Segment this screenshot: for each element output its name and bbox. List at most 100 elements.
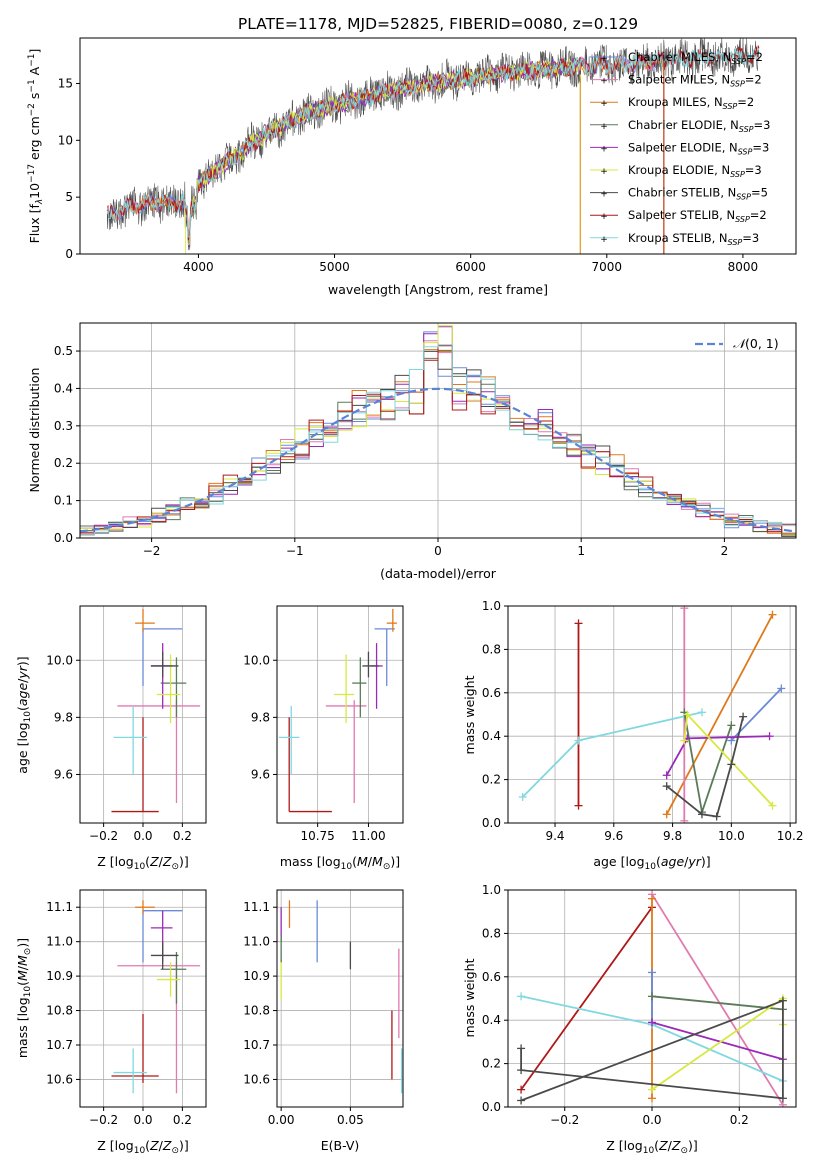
p5-xtick-label: 9.6	[604, 829, 623, 843]
weight-line	[520, 906, 653, 1091]
legend-name: Kroupa ELODIE, N	[628, 163, 730, 177]
legend-label: Chabrier STELIB, NSSP=5	[628, 186, 768, 202]
legend-marker: +	[600, 235, 608, 245]
legend-label: Kroupa STELIB, NSSP=3	[628, 231, 759, 247]
residual-ytick-label: 0.1	[54, 494, 73, 508]
legend-count: =2	[746, 50, 763, 64]
legend-label: Kroupa ELODIE, NSSP=3	[628, 163, 762, 179]
spectrum-panel: 4000 5000 6000 7000 8000 0 5 10 15 wavelength [A…	[27, 37, 797, 297]
weight-line	[651, 893, 784, 1106]
legend-normal-label: 𝒩(0, 1)	[733, 336, 779, 351]
spectrum-line	[106, 38, 760, 251]
p5-xtick-label: 10.0	[718, 829, 745, 843]
p5-marks	[518, 606, 786, 823]
residual-axes-frame	[79, 322, 797, 539]
weight-line	[665, 735, 770, 776]
spectrum-xtick-label: 4000	[183, 260, 214, 274]
figure-title: PLATE=1178, MJD=52825, FIBERID=0080, z=0…	[238, 15, 638, 33]
p4-xtick-label: 10.75	[300, 829, 334, 843]
p8-grid: −0.2 0.0 0.2 0.0 0.2 0.4 0.6 0.8 1.0	[482, 883, 796, 1127]
p8-xtick-label: 0.0	[642, 1113, 661, 1127]
legend-count: =3	[745, 163, 762, 177]
p8-xtick-label: −0.2	[550, 1113, 579, 1127]
p8-ytick-label: 0.2	[482, 1057, 501, 1071]
legend-label: Salpeter STELIB, NSSP=2	[628, 208, 767, 224]
spectrum-ytick-label: 0	[65, 247, 73, 261]
p8-frame	[507, 889, 797, 1108]
p5-xtick-label: 9.4	[545, 829, 564, 843]
legend-sub: SSP	[723, 102, 738, 111]
p5-y-axis-label: mass weight	[462, 675, 477, 754]
spectrum-axes-frame	[79, 37, 797, 255]
legend-marker: +	[600, 99, 608, 109]
spectrum-lines	[106, 38, 760, 254]
p8-y-axis-label: mass weight	[462, 958, 477, 1037]
p3-marks	[111, 608, 201, 813]
p7-frame	[276, 889, 404, 1108]
spectrum-y-axis-label: Flux [fλ10−17 erg cm−2 s−1 A−1]	[27, 49, 45, 244]
p3-frame	[79, 605, 207, 824]
legend-count: =2	[737, 95, 754, 109]
mass-vs-Z-panel: −0.2 0.0 0.2 10.6 10.7 10.8 10.9 11.0 11.1	[46, 889, 207, 1127]
p7-xtick-label: 0.05	[337, 1113, 364, 1127]
p7-marks	[280, 900, 403, 1094]
age-vs-Z-panel: −0.2 0.0 0.2 9.6 9.8 10.0	[46, 605, 207, 843]
spectrum-ytick-label: 15	[58, 76, 73, 90]
p6-frame	[79, 889, 207, 1108]
p8-ytick-label: 0.4	[482, 1013, 501, 1027]
legend-sub: SSP	[731, 57, 746, 66]
spectrum-xtick-label: 8000	[728, 260, 759, 274]
p3-xtick-label: −0.2	[89, 829, 118, 843]
p5-ytick-label: 0.2	[482, 773, 501, 787]
age-vs-mass-panel: 10.75 11.00 9.6 9.8 10.0	[243, 605, 404, 843]
weight-line	[651, 995, 783, 1011]
residual-xtick-label: 0	[434, 544, 442, 558]
p8-x-axis-label: Z [log10(Z/Z⊙)]	[606, 1138, 698, 1156]
p4-marks	[279, 608, 397, 813]
legend-name: Chabrier MILES, N	[628, 50, 731, 64]
residual-legend: 𝒩(0, 1)	[695, 336, 779, 351]
p8-marks	[517, 890, 787, 1107]
legend-sub: SSP	[730, 80, 745, 89]
p6-xtick-label: 0.0	[133, 1113, 152, 1127]
p6-grid: −0.2 0.0 0.2 10.6 10.7 10.8 10.9 11.0 11.1	[46, 890, 206, 1127]
spectrum-line	[106, 47, 760, 238]
p4-ytick-label: 10.0	[243, 653, 270, 667]
residual-ytick-label: 0.3	[54, 419, 73, 433]
spectrum-xtick-label: 6000	[455, 260, 486, 274]
p5-ytick-label: 0.4	[482, 729, 501, 743]
weight-vs-Z-panel: −0.2 0.0 0.2 0.0 0.2 0.4 0.6 0.8 1.0	[482, 883, 797, 1127]
p4-frame	[276, 605, 404, 824]
legend-marker: +	[600, 167, 608, 177]
spectrum-ytick-label: 10	[58, 133, 73, 147]
p3-x-axis-label: Z [log10(Z/Z⊙)]	[97, 854, 189, 872]
legend-sub: SSP	[735, 215, 750, 224]
residual-y-axis-label: Normed distribution	[27, 368, 42, 493]
p6-xtick-label: 0.2	[173, 1113, 192, 1127]
p5-xtick-label: 10.2	[777, 829, 804, 843]
residual-ytick-label: 0.2	[54, 456, 73, 470]
legend-sub: SSP	[739, 125, 754, 134]
p7-ytick-label: 11.1	[243, 900, 270, 914]
spectrum-xtick-label: 5000	[319, 260, 350, 274]
p5-ytick-label: 0.6	[482, 686, 501, 700]
residual-panel: −2 −1 0 1 2 0.0 0.1 0.2 0.3 0.4 0.5 (data-model)/e…	[27, 322, 797, 581]
legend-name: Chabrier STELIB, N	[628, 186, 736, 200]
p5-x-axis-label: age [log10(age/yr)]	[593, 854, 710, 872]
legend-sub: SSP	[736, 193, 751, 202]
legend-marker: +	[600, 122, 608, 132]
legend-name: Kroupa STELIB, N	[628, 231, 728, 245]
normal-curve	[80, 387, 796, 533]
p7-xtick-label: 0.00	[268, 1113, 295, 1127]
legend-name: Chabrier ELODIE, N	[628, 118, 739, 132]
spectrum-xtick-label: 7000	[592, 260, 623, 274]
spectrum-x-axis-label: wavelength [Angstrom, rest frame]	[328, 282, 548, 297]
p6-x-axis-label: Z [log10(Z/Z⊙)]	[97, 1138, 189, 1156]
p5-ytick-label: 0.8	[482, 642, 501, 656]
residual-xtick-label: 2	[721, 544, 729, 558]
residual-ytick-label: 0.5	[54, 344, 73, 358]
p6-ytick-label: 10.9	[46, 969, 73, 983]
legend-marker: +	[600, 144, 608, 154]
residual-ytick-label: 0.4	[54, 381, 73, 395]
